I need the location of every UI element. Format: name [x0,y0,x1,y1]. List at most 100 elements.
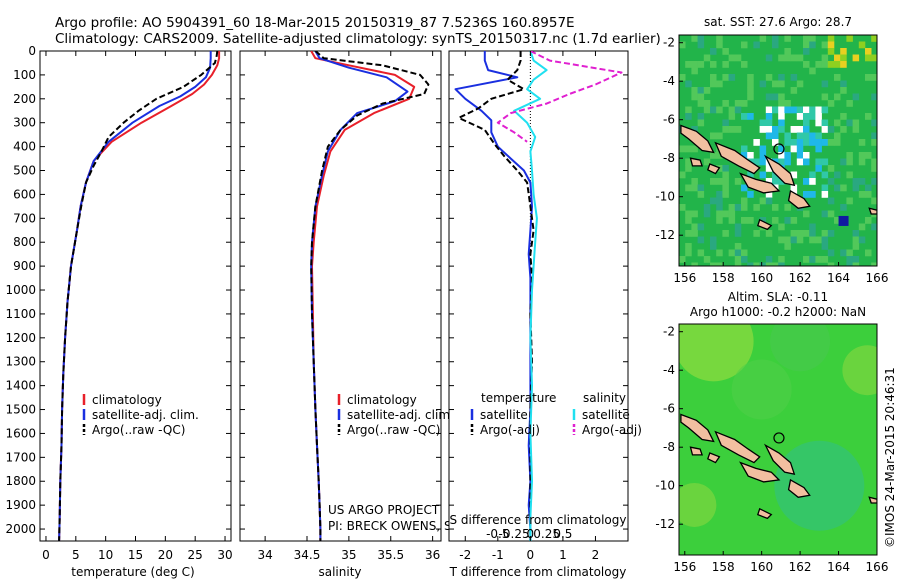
sst-cell [716,132,723,140]
sst-cell [796,113,804,120]
sst-cell [772,132,779,140]
y-tick-label: 400 [13,140,36,154]
sst-cell [734,54,742,62]
sst-cell [691,178,698,185]
sst-cell [840,113,847,120]
land-island [756,507,773,520]
sst-cell [753,230,760,237]
sst-cell [691,230,698,237]
sst-cell [778,158,785,166]
sst-cell [710,61,717,68]
y-tick-label: 1900 [5,498,36,512]
salinity-axes-frame [239,50,442,542]
sst-cell [778,223,785,231]
sst-cell [685,80,692,88]
legend-header-temperature: temperature [481,391,556,405]
sst-cell [765,191,773,198]
sst-cell [796,236,804,244]
sst-cell [722,119,729,127]
sst-cell [741,61,748,68]
sst-cell [858,191,866,198]
sst-cell [685,165,692,172]
sst-cell [796,126,804,133]
sst-cell [710,48,717,55]
sst-cell [815,61,822,68]
sst-cell [759,145,767,153]
y-tick-label: 1500 [5,403,36,417]
sst-cell [685,145,692,153]
sst-cell [871,132,877,140]
sst-cell [734,230,742,237]
sst-cell [815,139,822,146]
sst-cell [852,256,860,263]
sst-cell [840,249,847,257]
sst-cell [871,223,877,231]
sst-cell [827,262,835,266]
temperature-panel: 0 5 10 15 20 25 30 0 100 200 300 400 500 600 700 800 90… [5,44,232,579]
sst-cell [827,249,835,257]
sst-cell [697,184,705,192]
sst-cell [809,106,816,114]
sst-cell [846,197,853,205]
sst-cell [815,256,822,263]
sst-cell [703,87,711,94]
sst-cell [728,54,736,62]
sst-cell [865,54,872,62]
sst-cell [821,210,829,218]
land-island [706,163,721,175]
sst-cell [722,100,729,107]
x-tick-label: 30 [217,548,232,562]
sst-cell [747,191,754,198]
sst-cell [691,93,698,101]
sst-cell [809,41,816,49]
sst-cell [759,217,767,224]
difference-axes-frame [448,50,629,542]
sst-cell [778,106,785,114]
sst-cell [734,243,742,250]
y-tick-label: 100 [13,68,36,82]
sst-cell [679,204,686,211]
y-tick-label: 900 [13,259,36,273]
map-x-tick-label: 158 [712,271,735,285]
sst-cell [697,35,705,42]
sst-cell [858,158,866,166]
sst-cell [796,145,804,153]
sst-cell [796,106,804,114]
sst-cell [691,35,698,42]
sst-cell [803,256,810,263]
sst-cell [772,126,779,133]
sst-cell [796,152,804,159]
sst-cell [679,256,686,263]
header-line1: Argo profile: AO 5904391_60 18-Mar-2015 … [55,15,575,31]
sst-cell [703,100,711,107]
sst-cell [772,93,779,101]
sst-cell [772,178,779,185]
sst-cell [697,61,705,68]
x-tick-label: 35 [341,548,356,562]
sst-cell [703,54,711,62]
sst-cell [722,178,729,185]
sst-cell [790,145,798,153]
x-tick-label: 0 [42,548,50,562]
sst-cell [838,215,849,226]
land-island [763,443,796,475]
sst-cell [852,184,860,192]
sst-cell [716,152,723,159]
sst-cell [765,54,773,62]
sst-cell [778,262,785,266]
sst-cell [679,41,686,49]
sst-cell [865,191,872,198]
sst-cell [846,256,853,263]
sst-cell [852,236,860,244]
sst-cell [803,178,810,185]
sst-cell [840,204,847,211]
sst-cell [815,145,822,153]
series-satellite-adj-clim--line [58,51,212,541]
sst-cell [834,54,841,62]
credit-project: US ARGO PROJECT [328,503,440,517]
sst-cell [803,132,810,140]
sst-cell [827,100,835,107]
sst-cell [722,171,729,179]
sla-map: Altim. SLA: -0.11 Argo h1000: -0.2 h2000… [655,290,888,574]
land-island [689,446,704,456]
